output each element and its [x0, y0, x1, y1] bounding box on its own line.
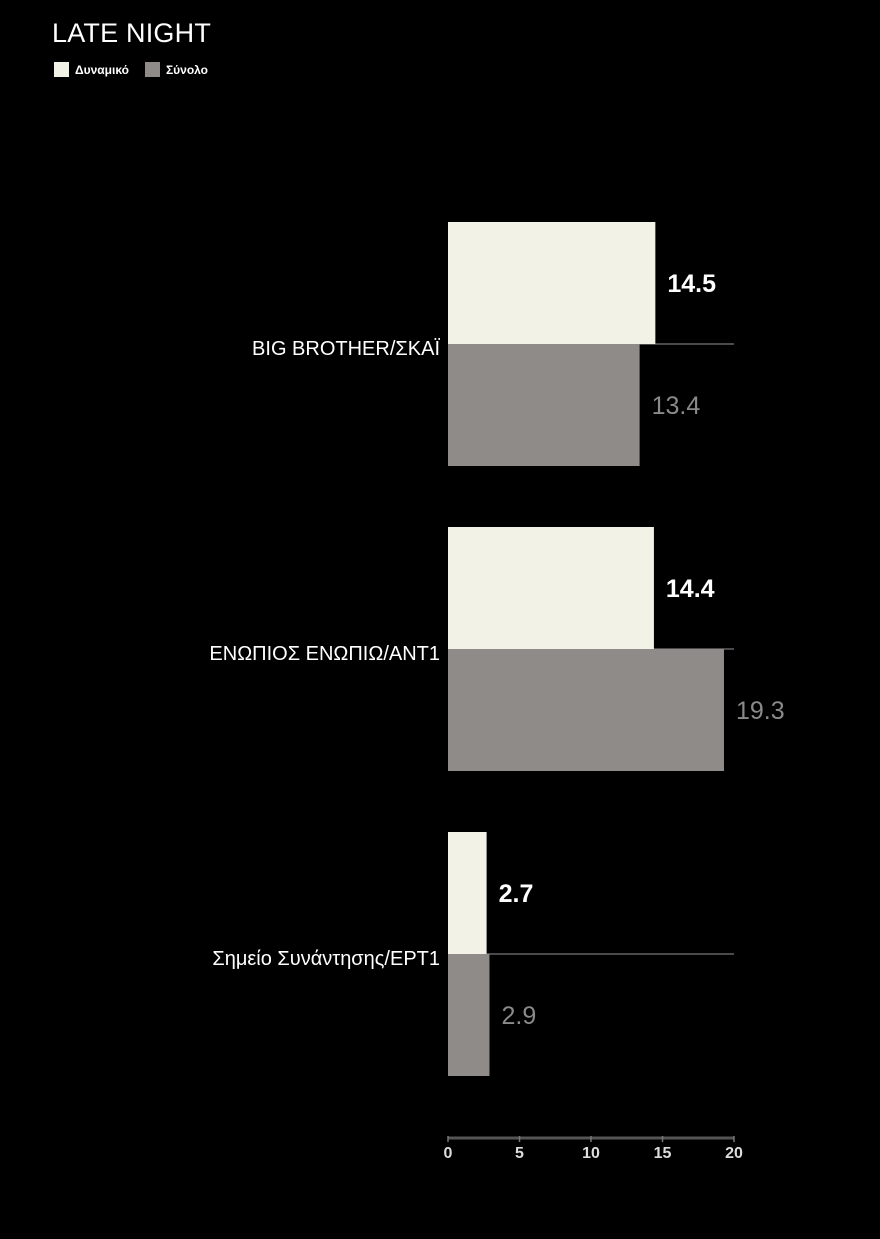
x-tick-label: 15: [654, 1145, 672, 1162]
category-label: BIG BROTHER/ΣΚΑΪ: [252, 338, 440, 360]
legend-label-dynamiko: Δυναμικό: [75, 62, 129, 77]
bar-dynamiko: [448, 832, 487, 954]
legend-item-dynamiko: Δυναμικό: [54, 62, 129, 77]
legend-swatch-dynamiko: [54, 62, 69, 77]
chart-title: LATE NIGHT: [52, 18, 212, 48]
data-label: 2.9: [501, 1002, 536, 1030]
data-label: 14.4: [666, 575, 715, 603]
x-tick-label: 10: [582, 1145, 600, 1162]
category-label: Σημείο Συνάντησης/ΕΡΤ1: [212, 948, 440, 970]
legend-item-synolo: Σύνολο: [144, 62, 209, 77]
bar-synolo: [448, 649, 724, 771]
legend: Δυναμικό Σύνολο: [54, 62, 218, 77]
data-label: 19.3: [736, 697, 785, 725]
x-tick-label: 20: [725, 1145, 743, 1162]
bar-dynamiko: [448, 527, 654, 649]
bar-synolo: [448, 954, 490, 1076]
data-label: 14.5: [667, 270, 716, 298]
bar-synolo: [448, 344, 640, 466]
data-label: 13.4: [652, 392, 701, 420]
bar-dynamiko: [448, 222, 656, 344]
data-label: 2.7: [499, 880, 534, 908]
x-tick-label: 5: [515, 1145, 524, 1162]
x-tick-label: 0: [444, 1145, 453, 1162]
legend-swatch-synolo: [144, 62, 160, 77]
legend-label-synolo: Σύνολο: [165, 62, 209, 77]
category-label: ΕΝΩΠΙΟΣ ΕΝΩΠΙΩ/ΑΝΤ1: [209, 643, 440, 665]
